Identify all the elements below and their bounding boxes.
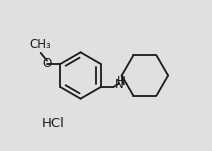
Text: HCl: HCl [42, 117, 65, 130]
Text: CH₃: CH₃ [30, 38, 52, 51]
Text: N: N [115, 78, 124, 91]
Text: O: O [42, 57, 52, 70]
Text: H: H [117, 75, 126, 88]
